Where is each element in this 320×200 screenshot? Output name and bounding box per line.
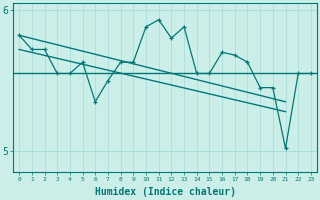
X-axis label: Humidex (Indice chaleur): Humidex (Indice chaleur) [94, 187, 236, 197]
